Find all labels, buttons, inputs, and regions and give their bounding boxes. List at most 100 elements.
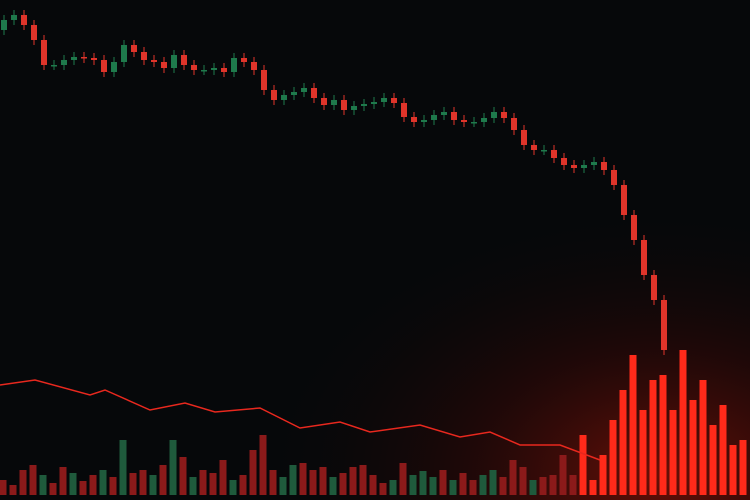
volume-bar [159, 465, 167, 495]
candle-body [161, 62, 167, 68]
volume-bar [119, 440, 127, 495]
volume-bar [439, 470, 447, 495]
candle-body [491, 112, 497, 118]
volume-bar [489, 470, 497, 495]
volume-bar [289, 465, 297, 495]
volume-bar [619, 390, 627, 495]
volume-bar [169, 440, 177, 495]
volume-bar [219, 460, 227, 495]
candle-body [641, 240, 647, 275]
volume-bar [399, 463, 407, 495]
candle-body [351, 106, 357, 110]
volume-bar [479, 475, 487, 495]
candle-body [481, 118, 487, 122]
volume-bar [369, 475, 377, 495]
volume-bar [629, 355, 637, 495]
volume-bar [499, 477, 507, 495]
volume-bar [239, 475, 247, 495]
candle-body [291, 92, 297, 95]
volume-bar [269, 470, 277, 495]
volume-bar [129, 473, 137, 495]
candle-body [501, 112, 507, 118]
volume-bar [19, 470, 27, 495]
candle-body [651, 275, 657, 300]
candle-body [591, 162, 597, 165]
candle-body [361, 104, 367, 106]
volume-bar [189, 477, 197, 495]
volume-bar [429, 477, 437, 495]
volume-bar [309, 470, 317, 495]
volume-bar [49, 483, 57, 495]
candle-body [561, 158, 567, 165]
candle-body [261, 70, 267, 90]
candle-body [31, 25, 37, 40]
candle-body [531, 145, 537, 150]
candle-body [661, 300, 667, 350]
volume-bar [249, 450, 257, 495]
candle-body [341, 100, 347, 110]
candle-body [611, 170, 617, 185]
volume-bar [509, 460, 517, 495]
volume-bar [9, 485, 17, 495]
candle-body [431, 115, 437, 120]
candle-body [241, 58, 247, 62]
candle-body [21, 15, 27, 25]
candle-body [221, 68, 227, 72]
candle-body [191, 65, 197, 70]
volume-bar [719, 405, 727, 495]
volume-bar [139, 470, 147, 495]
candle-body [601, 162, 607, 170]
candle-body [581, 165, 587, 168]
volume-bar [389, 480, 397, 495]
candle-body [301, 88, 307, 92]
candle-body [381, 98, 387, 102]
volume-bar [699, 380, 707, 495]
candle-body [71, 57, 77, 60]
volume-bar [339, 473, 347, 495]
volume-bar [739, 440, 747, 495]
volume-bar [469, 480, 477, 495]
volume-bar [419, 471, 427, 495]
candle-body [311, 88, 317, 98]
candle-body [131, 45, 137, 52]
volume-bar [449, 480, 457, 495]
candle-body [201, 70, 207, 72]
candle-body [421, 120, 427, 122]
volume-bar [149, 475, 157, 495]
candle-body [181, 55, 187, 65]
candle-body [391, 98, 397, 103]
candle-body [451, 112, 457, 120]
volume-bar [579, 435, 587, 495]
candle-body [151, 60, 157, 62]
candle-body [441, 112, 447, 115]
candle-body [211, 68, 217, 70]
volume-bar [319, 467, 327, 495]
candle-body [91, 58, 97, 60]
volume-bar [589, 480, 597, 495]
volume-bar [549, 475, 557, 495]
candle-body [41, 40, 47, 65]
candle-body [271, 90, 277, 100]
volume-bar [0, 480, 7, 495]
volume-bar [89, 475, 97, 495]
candle-body [121, 45, 127, 62]
volume-bar [329, 477, 337, 495]
candle-body [541, 150, 547, 152]
volume-bar [659, 375, 667, 495]
candle-body [61, 60, 67, 65]
candle-body [171, 55, 177, 68]
volume-bar [529, 480, 537, 495]
volume-bar [179, 457, 187, 495]
candle-body [281, 95, 287, 100]
volume-bar [409, 475, 417, 495]
candle-body [321, 98, 327, 105]
volume-bar [79, 481, 87, 495]
candle-body [401, 103, 407, 117]
volume-bar [29, 465, 37, 495]
volume-bar [709, 425, 717, 495]
volume-bar [539, 477, 547, 495]
candle-body [471, 122, 477, 124]
